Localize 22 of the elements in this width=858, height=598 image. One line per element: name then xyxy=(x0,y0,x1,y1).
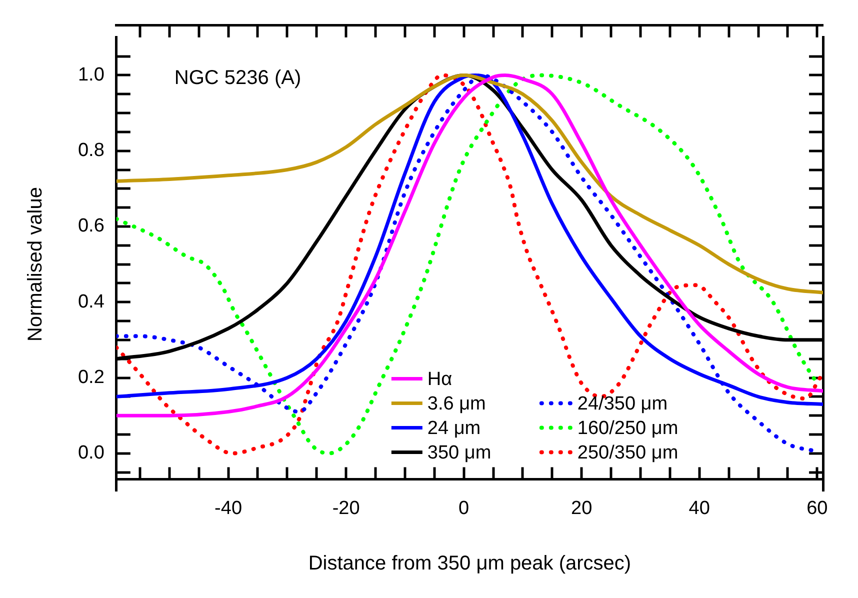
y-tick-label: 1.0 xyxy=(78,64,104,86)
annotation: NGC 5236 (A) xyxy=(174,66,302,89)
legend-label: 160/250 μm xyxy=(577,418,678,439)
y-tick-label: 0.2 xyxy=(78,366,104,388)
legend-label: Hα xyxy=(427,368,452,390)
y-tick-label: 0.4 xyxy=(78,291,105,312)
y-tick-label: 0.8 xyxy=(78,140,104,162)
x-axis-title: Distance from 350 μm peak (arcsec) xyxy=(308,552,632,575)
y-tick-label: 0.0 xyxy=(78,442,104,464)
legend-label: 250/350 μm xyxy=(577,442,678,464)
x-tick-label: 60 xyxy=(806,498,828,519)
y-tick-label: 0.6 xyxy=(78,216,104,237)
legend-label: 3.6 μm xyxy=(427,393,486,414)
x-tick-label: 0 xyxy=(458,498,470,519)
legend-label: 350 μm xyxy=(427,442,492,464)
legend-label: 24 μm xyxy=(427,418,481,439)
legend-label: 24/350 μm xyxy=(577,393,668,414)
x-tick-label: -40 xyxy=(214,498,242,519)
y-axis-title: Normalised value xyxy=(24,187,47,342)
x-tick-label: 20 xyxy=(571,498,592,519)
x-tick-label: -20 xyxy=(332,498,360,519)
x-tick-label: 40 xyxy=(688,498,710,519)
